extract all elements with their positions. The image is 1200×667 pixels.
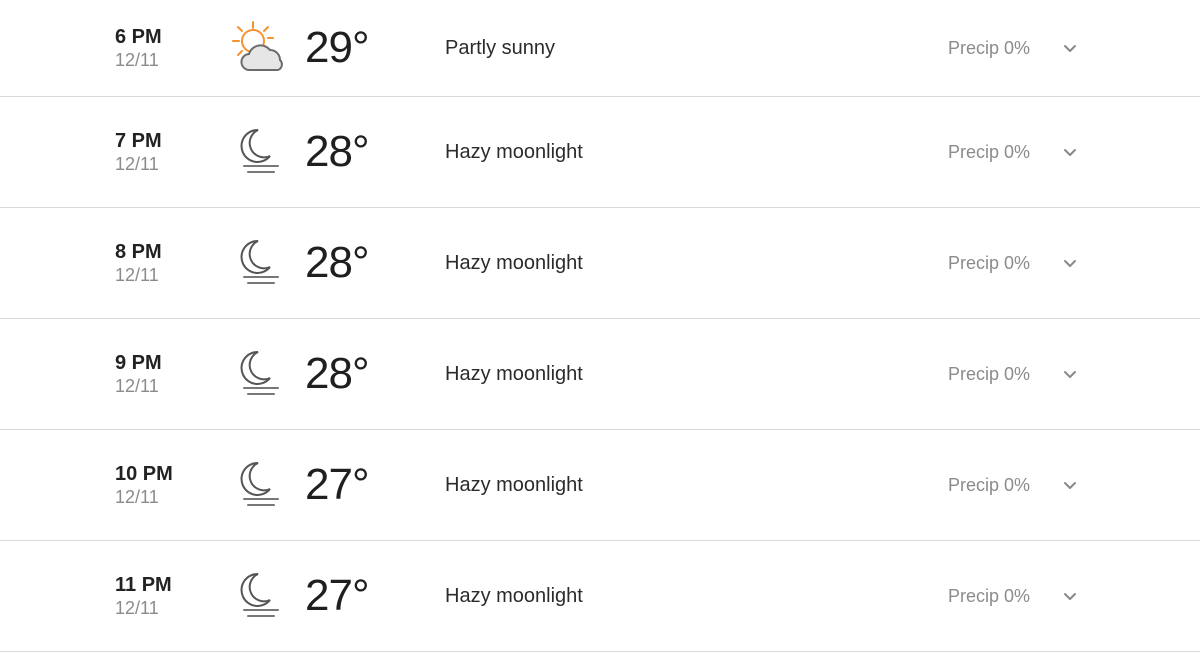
precip-text: Precip 0% (910, 142, 1030, 163)
chevron-down-icon[interactable] (1030, 142, 1080, 162)
date-label: 12/11 (115, 265, 215, 286)
temperature: 27° (305, 460, 445, 510)
date-label: 12/11 (115, 376, 215, 397)
temperature: 27° (305, 571, 445, 621)
precip-text: Precip 0% (910, 586, 1030, 607)
time-col: 11 PM 12/11 (115, 574, 215, 619)
hazy-moonlight-icon (215, 120, 305, 184)
time-col: 8 PM 12/11 (115, 241, 215, 286)
time-col: 9 PM 12/11 (115, 352, 215, 397)
condition-text: Hazy moonlight (445, 363, 910, 386)
time-col: 7 PM 12/11 (115, 130, 215, 175)
hourly-row[interactable]: 8 PM 12/11 28° Hazy moonlight Precip 0% (0, 208, 1200, 319)
time-label: 10 PM (115, 463, 215, 485)
precip-text: Precip 0% (910, 364, 1030, 385)
time-col: 6 PM 12/11 (115, 26, 215, 71)
precip-text: Precip 0% (910, 475, 1030, 496)
hazy-moonlight-icon (215, 342, 305, 406)
date-label: 12/11 (115, 50, 215, 71)
condition-text: Hazy moonlight (445, 474, 910, 497)
temperature: 29° (305, 23, 445, 73)
time-col: 10 PM 12/11 (115, 463, 215, 508)
condition-text: Partly sunny (445, 37, 910, 60)
chevron-down-icon[interactable] (1030, 38, 1080, 58)
hourly-row[interactable]: 6 PM 12/11 29° Partly sunny Precip 0% (0, 0, 1200, 97)
time-label: 7 PM (115, 130, 215, 152)
condition-text: Hazy moonlight (445, 141, 910, 164)
time-label: 11 PM (115, 574, 215, 596)
hourly-row[interactable]: 7 PM 12/11 28° Hazy moonlight Precip 0% (0, 97, 1200, 208)
temperature: 28° (305, 238, 445, 288)
date-label: 12/11 (115, 154, 215, 175)
time-label: 9 PM (115, 352, 215, 374)
date-label: 12/11 (115, 598, 215, 619)
chevron-down-icon[interactable] (1030, 364, 1080, 384)
date-label: 12/11 (115, 487, 215, 508)
precip-text: Precip 0% (910, 253, 1030, 274)
time-label: 6 PM (115, 26, 215, 48)
chevron-down-icon[interactable] (1030, 475, 1080, 495)
chevron-down-icon[interactable] (1030, 253, 1080, 273)
condition-text: Hazy moonlight (445, 585, 910, 608)
hourly-row[interactable]: 11 PM 12/11 27° Hazy moonlight Precip 0% (0, 541, 1200, 652)
hourly-forecast-list: 6 PM 12/11 29° Partly sunny Precip 0% (0, 0, 1200, 652)
hazy-moonlight-icon (215, 453, 305, 517)
hazy-moonlight-icon (215, 564, 305, 628)
hourly-row[interactable]: 10 PM 12/11 27° Hazy moonlight Precip 0% (0, 430, 1200, 541)
partly-sunny-icon (215, 16, 305, 80)
temperature: 28° (305, 349, 445, 399)
hourly-row[interactable]: 9 PM 12/11 28° Hazy moonlight Precip 0% (0, 319, 1200, 430)
precip-text: Precip 0% (910, 38, 1030, 59)
hazy-moonlight-icon (215, 231, 305, 295)
chevron-down-icon[interactable] (1030, 586, 1080, 606)
condition-text: Hazy moonlight (445, 252, 910, 275)
temperature: 28° (305, 127, 445, 177)
time-label: 8 PM (115, 241, 215, 263)
